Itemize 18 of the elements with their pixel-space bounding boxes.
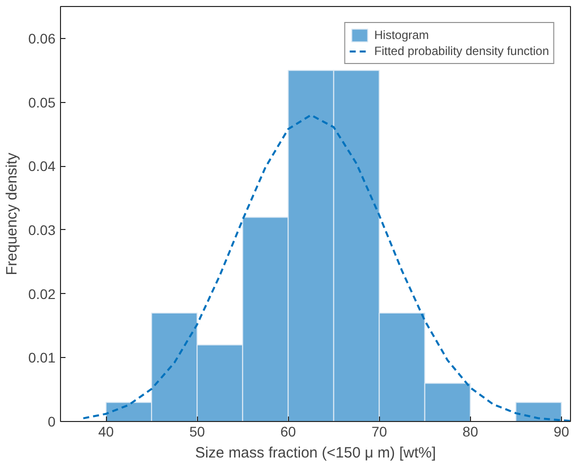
legend-label: Histogram xyxy=(374,27,429,43)
y-axis-title: Frequency density xyxy=(3,152,20,276)
x-tick-label: 50 xyxy=(189,424,206,440)
line-series xyxy=(82,114,570,422)
y-tick-label: 0.04 xyxy=(28,158,56,174)
x-tick-label: 70 xyxy=(371,424,388,440)
x-tick-label: 60 xyxy=(280,424,296,440)
y-tick-label: 0.05 xyxy=(28,94,56,110)
x-tick-label: 40 xyxy=(98,424,114,440)
y-tick-label: 0.01 xyxy=(28,350,56,366)
y-tick-label: 0.06 xyxy=(28,30,56,46)
y-tick-label: 0.03 xyxy=(28,222,56,238)
y-tick-label: 0 xyxy=(48,414,56,430)
legend-label: Fitted probability density function xyxy=(374,43,549,59)
x-tick-label: 80 xyxy=(462,424,478,440)
y-tick-label: 0.02 xyxy=(28,286,56,302)
x-tick-label: 90 xyxy=(554,424,570,440)
x-axis-title: Size mass fraction (<150 μ m) [wt%] xyxy=(195,444,436,462)
